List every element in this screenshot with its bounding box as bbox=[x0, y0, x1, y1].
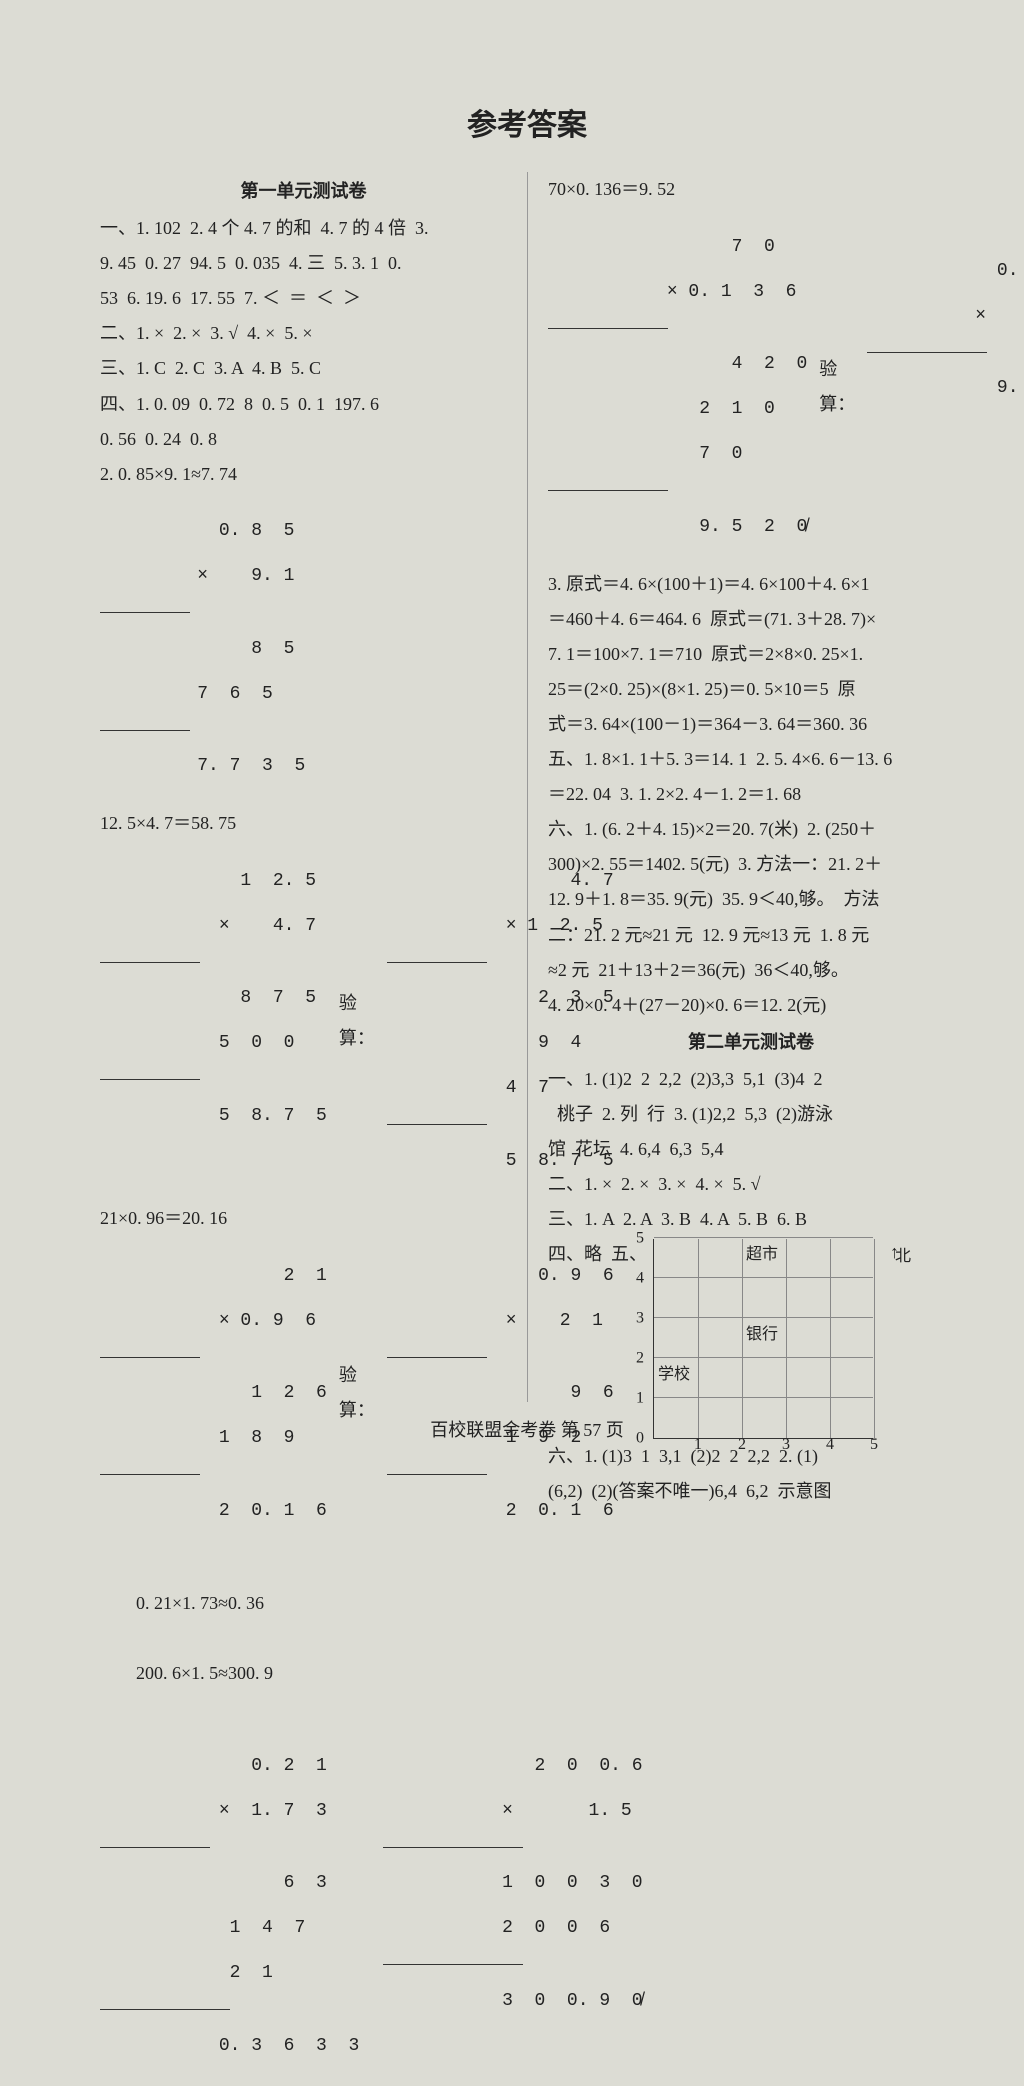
long-multiplication: 0. 2 1 × 1. 7 3 6 3 1 4 7 2 1 0. 3 6 3 3 bbox=[100, 1732, 359, 2080]
text-line: 桃子 2. 列 行 3. (1)2,2 5,3 (2)游泳 bbox=[548, 1097, 954, 1132]
text-line: 一、1. (1)2 2 2,2 (2)3,3 5,1 (3)4 2 bbox=[548, 1062, 954, 1097]
text-line: 六、1. (1)3 1 3,1 (2)2 2 2,2 2. (1) bbox=[548, 1439, 954, 1474]
eq: 0. 21×1. 73≈0. 36 bbox=[136, 1593, 264, 1613]
calc-row: 5 8. 7 5 bbox=[208, 1106, 327, 1126]
long-multiplication: 1 2. 5 × 4. 7 8 7 5 5 0 0 5 8. 7 5 bbox=[100, 847, 327, 1150]
calc-row: 2 0 0. 6 bbox=[491, 1756, 642, 1776]
text-line: 馆 花坛 4. 6,4 6,3 5,4 bbox=[548, 1132, 954, 1167]
text-line: 三、1. C 2. C 3. A 4. B 5. C bbox=[100, 351, 507, 386]
text-line: 70×0. 136＝9. 52 bbox=[548, 172, 954, 207]
text-line: 五、1. 8×1. 1＋5. 3＝14. 1 2. 5. 4×6. 6－13. … bbox=[548, 742, 954, 777]
text-line: 六、1. (6. 2＋4. 15)×2＝20. 7(米) 2. (250＋ bbox=[548, 812, 954, 847]
text-line: ≈2 元 21＋13＋2＝36(元) 36＜40,够。 bbox=[548, 953, 954, 988]
text-line: 53 6. 19. 6 17. 55 7. ＜ ＝ ＜ ＞ bbox=[100, 281, 507, 316]
calc-row: 0. 2 1 bbox=[208, 1756, 327, 1776]
text-line: 三、1. A 2. A 3. B 4. A 5. B 6. B bbox=[548, 1202, 954, 1237]
text-line: 0. 56 0. 24 0. 8 bbox=[100, 422, 507, 457]
calc-row: 8 7 5 bbox=[208, 988, 316, 1008]
calc-row: × 0. 1 3 6 bbox=[656, 282, 796, 302]
text-line: 0. 21×1. 73≈0. 36 200. 6×1. 5≈300. 9 bbox=[100, 1551, 507, 1726]
grid-cell-label: 学校 bbox=[658, 1359, 690, 1390]
text-line: 12. 9＋1. 8＝35. 9(元) 35. 9＜40,够。 方法 bbox=[548, 882, 954, 917]
calc-row: 1 0 0 3 0 bbox=[491, 1873, 642, 1893]
grid-cell-label: 银行 bbox=[746, 1319, 778, 1350]
grid-cell-label: 超市 bbox=[746, 1239, 778, 1270]
text-line: 3. 原式＝4. 6×(100＋1)＝4. 6×100＋4. 6×1 bbox=[548, 567, 954, 602]
long-multiplication: 2 0 0. 6 × 1. 5 1 0 0 3 0 2 0 0 6 3 0 0.… bbox=[383, 1732, 642, 2035]
calc-row: 2 0 0 6 bbox=[491, 1918, 610, 1938]
calc-row: 1 4 7 bbox=[208, 1918, 305, 1938]
text-line: 9. 45 0. 27 94. 5 0. 035 4. 三 5. 3. 1 0. bbox=[100, 246, 507, 281]
calc-row: × 1. 5 bbox=[491, 1801, 631, 1821]
text-line: 7. 1＝100×7. 1＝710 原式＝2×8×0. 25×1. bbox=[548, 637, 954, 672]
calc-row: 0. 3 6 3 3 bbox=[208, 2036, 359, 2056]
calc-row: 6 3 bbox=[208, 1873, 327, 1893]
calc-row: 9. 5 2 0̸ bbox=[975, 378, 1024, 398]
calc-row: 5 0 0 bbox=[208, 1033, 294, 1053]
calc-row-pair: 2 1 × 0. 9 6 1 2 6 1 8 9 2 0. 1 6 验算： 0.… bbox=[100, 1236, 507, 1551]
text-line: 2. 0. 85×9. 1≈7. 74 bbox=[100, 457, 507, 492]
text-line: 一、1. 102 2. 4 个 4. 7 的和 4. 7 的 4 倍 3. bbox=[100, 211, 507, 246]
calc-row: 2 1 bbox=[208, 1963, 273, 1983]
long-multiplication: 2 1 × 0. 9 6 1 2 6 1 8 9 2 0. 1 6 bbox=[100, 1242, 327, 1545]
text-line: ＝22. 04 3. 1. 2×2. 4－1. 2＝1. 68 bbox=[548, 777, 954, 812]
calc-row: 1 2. 5 bbox=[208, 871, 316, 891]
calc-row: × 7 0 bbox=[975, 306, 1024, 326]
calc-row: × 0. 9 6 bbox=[208, 1311, 316, 1331]
unit2-title: 第二单元测试卷 bbox=[548, 1025, 954, 1060]
calc-row-pair: 7 0 × 0. 1 3 6 4 2 0 2 1 0 7 0 9. 5 2 0̸… bbox=[548, 207, 954, 567]
long-multiplication: 7 0 × 0. 1 3 6 4 2 0 2 1 0 7 0 9. 5 2 0̸ bbox=[548, 213, 807, 561]
calc-row-pair: 0. 2 1 × 1. 7 3 6 3 1 4 7 2 1 0. 3 6 3 3… bbox=[100, 1726, 507, 2086]
calc-row: 1 8 9 bbox=[208, 1428, 294, 1448]
calc-row: × 1. 7 3 bbox=[208, 1801, 327, 1821]
north-label: 北 bbox=[895, 1241, 911, 1272]
long-multiplication: 0. 8 5 × 9. 1 8 5 7 6 5 7. 7 3 5 bbox=[100, 498, 507, 801]
calc-row: 7 0 bbox=[656, 237, 775, 257]
calc-row: 9. 5 2 0̸ bbox=[656, 517, 807, 537]
calc-row: 7 0 bbox=[656, 444, 742, 464]
text-line: ＝460＋4. 6＝464. 6 原式＝(71. 3＋28. 7)× bbox=[548, 602, 954, 637]
verify-label: 验算： bbox=[819, 352, 855, 422]
verify-label: 验算： bbox=[339, 986, 375, 1056]
text-line: 二：21. 2 元≈21 元 12. 9 元≈13 元 1. 8 元 bbox=[548, 918, 954, 953]
text-line: 式＝3. 64×(100－1)＝364－3. 64＝360. 36 bbox=[548, 707, 954, 742]
calc-row: 2 0. 1 6 bbox=[208, 1501, 327, 1521]
text-line: 12. 5×4. 7＝58. 75 bbox=[100, 806, 507, 841]
text-line: 二、1. × 2. × 3. √ 4. × 5. × bbox=[100, 316, 507, 351]
calc-row: 7 6 5 bbox=[186, 684, 272, 704]
calc-row: 4 2 0 bbox=[656, 354, 807, 374]
calc-row: 8 5 bbox=[186, 639, 294, 659]
calc-row: 2 1 0 bbox=[656, 399, 775, 419]
calc-row: × 4. 7 bbox=[208, 916, 316, 936]
calc-row: 0. 1 3 6 bbox=[975, 261, 1024, 281]
page: 参考答案 第一单元测试卷 一、1. 102 2. 4 个 4. 7 的和 4. … bbox=[0, 0, 1024, 1510]
text-line: 300)×2. 55＝1402. 5(元) 3. 方法一：21. 2＋ bbox=[548, 847, 954, 882]
left-column: 第一单元测试卷 一、1. 102 2. 4 个 4. 7 的和 4. 7 的 4… bbox=[100, 172, 527, 1402]
grid: 01234512345超市银行学校 bbox=[653, 1239, 873, 1439]
calc-row: 0. 8 5 bbox=[186, 521, 294, 541]
text-line: (6,2) (2)(答案不唯一)6,4 6,2 示意图 bbox=[548, 1474, 954, 1509]
page-title: 参考答案 bbox=[100, 100, 954, 144]
text-line: 四、1. 0. 09 0. 72 8 0. 5 0. 1 197. 6 bbox=[100, 387, 507, 422]
text-line: 21×0. 96＝20. 16 bbox=[100, 1201, 507, 1236]
right-column: 70×0. 136＝9. 52 7 0 × 0. 1 3 6 4 2 0 2 1… bbox=[527, 172, 954, 1402]
long-multiplication: 0. 1 3 6 × 7 0 9. 5 2 0̸ bbox=[867, 237, 1024, 422]
coordinate-grid-chart: 01234512345超市银行学校 ↑ 北 bbox=[653, 1239, 873, 1439]
calc-row: 7. 7 3 5 bbox=[186, 756, 305, 776]
section-four-five: 四、略 五、 01234512345超市银行学校 ↑ 北 bbox=[548, 1237, 954, 1439]
calc-row: 2 1 bbox=[208, 1266, 327, 1286]
text-line: 25＝(2×0. 25)×(8×1. 25)＝0. 5×10＝5 原 bbox=[548, 672, 954, 707]
content-columns: 第一单元测试卷 一、1. 102 2. 4 个 4. 7 的和 4. 7 的 4… bbox=[100, 172, 954, 1402]
calc-row: 3 0 0. 9 0̸ bbox=[491, 1991, 642, 2011]
calc-row-pair: 1 2. 5 × 4. 7 8 7 5 5 0 0 5 8. 7 5 验算： 4… bbox=[100, 841, 507, 1201]
calc-row: × 9. 1 bbox=[186, 566, 294, 586]
text-line: 4. 20×0. 4＋(27－20)×0. 6＝12. 2(元) bbox=[548, 988, 954, 1023]
eq: 200. 6×1. 5≈300. 9 bbox=[136, 1663, 273, 1683]
text-line: 二、1. × 2. × 3. × 4. × 5. √ bbox=[548, 1167, 954, 1202]
text-line: 四、略 五、 bbox=[548, 1237, 647, 1272]
unit1-title: 第一单元测试卷 bbox=[100, 174, 507, 209]
verify-label: 验算： bbox=[339, 1358, 375, 1428]
calc-row: 1 2 6 bbox=[208, 1383, 327, 1403]
